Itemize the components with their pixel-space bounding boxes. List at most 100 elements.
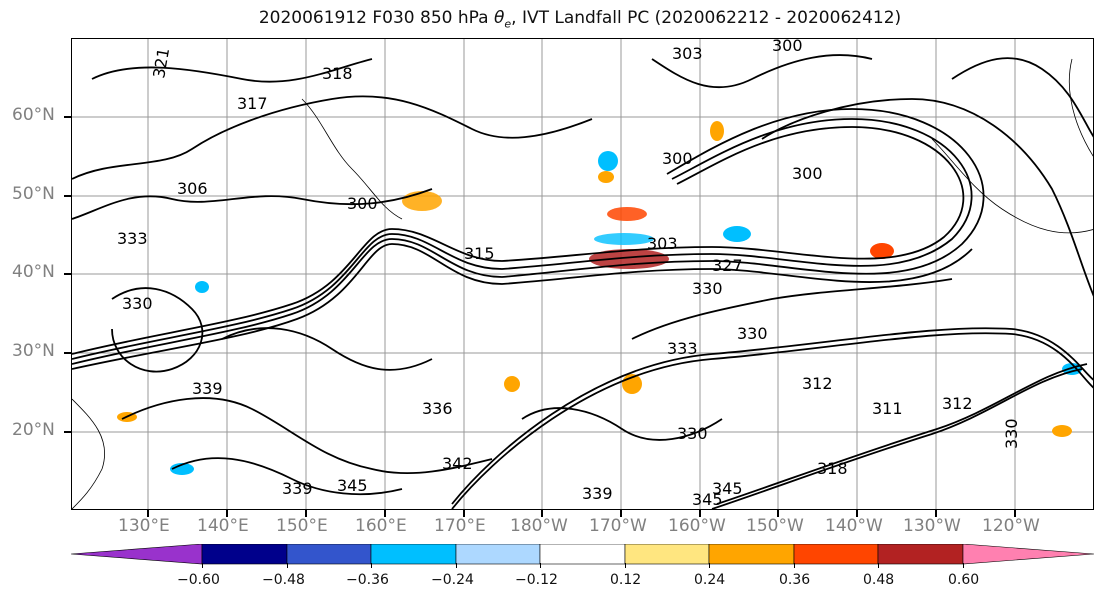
contour-label: 345 [712, 479, 743, 498]
lat-label-40n: 40°N [12, 262, 55, 282]
contour-label: 303 [647, 234, 678, 253]
contour-label: 339 [192, 379, 223, 398]
lon-label-180w: 180°W [510, 516, 568, 536]
colorbar-segments [71, 544, 1094, 565]
contour-label: 342 [442, 454, 473, 473]
colorbar-tick-label: −0.60 [177, 572, 220, 588]
lon-tick [935, 510, 937, 517]
coastlines [72, 58, 1093, 509]
lon-label-130e: 130°E [118, 516, 170, 536]
lat-tick [64, 352, 71, 354]
lat-tick [64, 273, 71, 275]
lon-label-150e: 150°E [276, 516, 328, 536]
lat-tick [64, 116, 71, 118]
lon-label-140w: 140°W [825, 516, 883, 536]
map-title: 2020061912 F030 850 hPa θe, IVT Landfall… [0, 8, 1105, 30]
colorbar-segment [71, 544, 203, 565]
contour-label: 330 [692, 279, 723, 298]
lon-label-160e: 160°E [355, 516, 407, 536]
title-suffix: , IVT Landfall PC (2020062212 - 20200624… [511, 8, 902, 28]
colorbar-tick-label: −0.48 [262, 572, 305, 588]
pc-shading [117, 121, 1082, 475]
contour-label: 333 [117, 229, 148, 248]
lon-tick [384, 510, 386, 517]
contour-label: 339 [582, 484, 613, 503]
lon-tick [699, 510, 701, 517]
colorbar-tick [456, 563, 457, 568]
colorbar-segment [962, 544, 1094, 565]
contour-label: 303 [672, 44, 703, 63]
colorbar-segment [793, 544, 879, 565]
contour-label: 330 [677, 424, 708, 443]
map-panel: 321 318 317 306 300 303 300 300 300 303 … [71, 38, 1094, 510]
contour-label: 339 [282, 479, 313, 498]
lon-tick [1014, 510, 1016, 517]
colorbar-segment [877, 544, 964, 565]
contour-label: 311 [872, 399, 903, 418]
lon-label-120w: 120°W [982, 516, 1040, 536]
colorbar-tick [540, 563, 541, 568]
contour-label: 345 [337, 476, 368, 495]
colorbar-tick [202, 563, 203, 568]
map-canvas: 321 318 317 306 300 303 300 300 300 303 … [72, 39, 1093, 509]
colorbar-segment [539, 544, 626, 565]
colorbar-segment [370, 544, 457, 565]
contour-label: 321 [149, 46, 173, 79]
colorbar-tick [963, 563, 964, 568]
lon-tick [777, 510, 779, 517]
lon-tick [463, 510, 465, 517]
colorbar-tick-label: 0.60 [948, 572, 980, 588]
colorbar-tick-label: −0.36 [346, 572, 389, 588]
colorbar-tick [878, 563, 879, 568]
lat-tick [64, 195, 71, 197]
lon-label-140e: 140°E [197, 516, 249, 536]
lon-label-170e: 170°E [434, 516, 486, 536]
lat-label-50n: 50°N [12, 184, 55, 204]
title-prefix: 2020061912 F030 850 hPa [258, 8, 494, 28]
lon-label-150w: 150°W [746, 516, 804, 536]
colorbar-tick [794, 563, 795, 568]
colorbar-tick [287, 563, 288, 568]
lon-tick [541, 510, 543, 517]
contour-label: 330 [737, 324, 768, 343]
lat-label-60n: 60°N [12, 105, 55, 125]
contour-label: 330 [1002, 418, 1021, 449]
colorbar-tick [625, 563, 626, 568]
contour-label: 317 [237, 94, 268, 113]
colorbar-tick-label: 0.24 [694, 572, 726, 588]
colorbar-tick-label: −0.12 [515, 572, 558, 588]
title-symbol: θ [493, 8, 505, 28]
contour-label: 300 [347, 194, 378, 213]
contour-label: 300 [792, 164, 823, 183]
contour-label: 327 [712, 256, 743, 275]
colorbar-tick [709, 563, 710, 568]
theta-e-contours [72, 54, 1093, 509]
colorbar-tick [371, 563, 372, 568]
colorbar-segment [286, 544, 372, 565]
colorbar-tick-label: 0.12 [610, 572, 642, 588]
contour-label: 330 [122, 294, 153, 313]
contour-label: 336 [422, 399, 453, 418]
contour-label: 306 [177, 179, 208, 198]
contour-label: 300 [772, 39, 803, 55]
lat-label-30n: 30°N [12, 341, 55, 361]
contour-label: 312 [802, 374, 833, 393]
contour-label: 318 [817, 459, 848, 478]
colorbar [71, 544, 1094, 565]
title-subscript: e [504, 17, 512, 31]
lon-tick [856, 510, 858, 517]
lon-tick [147, 510, 149, 517]
colorbar-tick-label: 0.36 [779, 572, 811, 588]
lon-label-170w: 170°W [589, 516, 647, 536]
colorbar-segment [455, 544, 541, 565]
contour-label: 315 [464, 244, 495, 263]
contour-label: 300 [662, 149, 693, 168]
contour-label: 318 [322, 64, 353, 83]
lon-tick [226, 510, 228, 517]
lon-tick [305, 510, 307, 517]
lat-tick [64, 431, 71, 433]
contour-label-layer: 321 318 317 306 300 303 300 300 300 303 … [117, 39, 1021, 509]
colorbar-tick-label: 0.48 [863, 572, 895, 588]
contour-label: 312 [942, 394, 973, 413]
contour-label: 333 [667, 339, 698, 358]
